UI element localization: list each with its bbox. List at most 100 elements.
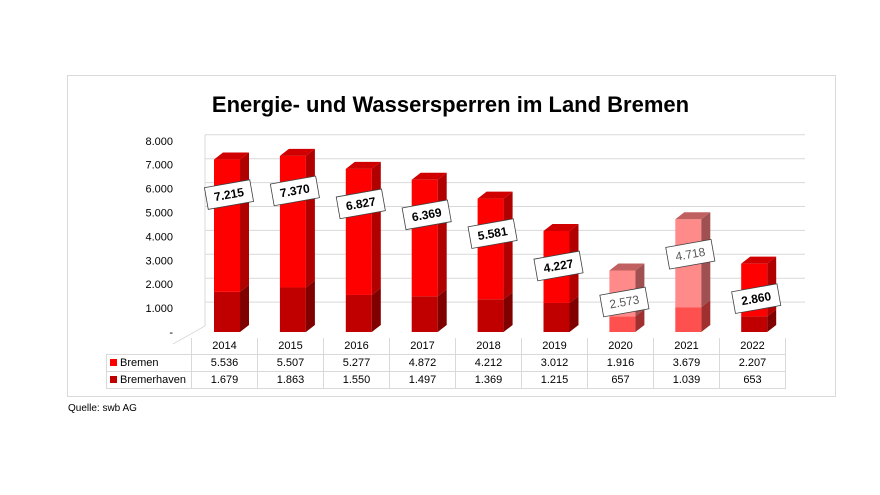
total-label: 7.215 — [203, 179, 255, 210]
total-label-box — [533, 250, 584, 282]
y-tick-label: 7.000 — [145, 160, 173, 172]
bar-bremen-front — [279, 155, 306, 288]
total-label: 6.369 — [401, 199, 452, 231]
bar-bremerhaven-side — [767, 309, 777, 332]
table-cell: 5.536 — [191, 354, 258, 372]
total-label-text: 4.718 — [674, 245, 706, 264]
bar-bremerhaven-front — [543, 302, 570, 332]
table-header-year: 2022 — [719, 338, 786, 355]
total-label-box — [665, 238, 716, 270]
table-cell: 1.679 — [191, 371, 258, 389]
y-tick-label: 4.000 — [145, 231, 173, 243]
bar-bremen-front — [477, 198, 504, 300]
total-label-text: 5.581 — [477, 224, 509, 243]
table-cell: 2.207 — [719, 354, 786, 372]
total-label-box — [467, 218, 518, 249]
bar-bremen-front — [411, 179, 438, 297]
bar-bremerhaven-side — [305, 280, 315, 332]
legend-label: Bremerhaven — [120, 374, 187, 386]
total-label-text: 2.573 — [608, 292, 640, 311]
table-cell: 5.507 — [257, 354, 324, 372]
bar-bremen-top — [741, 256, 777, 264]
total-label: 6.827 — [335, 188, 386, 220]
table-cell: 1.550 — [323, 371, 390, 389]
bar-bremen-front — [214, 159, 240, 292]
bar-bremen-top — [609, 263, 645, 271]
y-tick-label: - — [169, 327, 173, 339]
table-cell: 4.872 — [389, 354, 456, 372]
bar-bremerhaven-front — [411, 296, 438, 332]
bar-bremen-front — [345, 168, 372, 295]
total-label-box — [731, 283, 782, 314]
table-header-year: 2014 — [191, 338, 258, 355]
table-cell: 4.212 — [455, 354, 522, 372]
table-header-year: 2020 — [587, 338, 654, 355]
chart-title: Energie- und Wassersperren im Land Breme… — [211, 92, 690, 117]
table-cell: 1.916 — [587, 354, 654, 372]
total-label-box — [269, 175, 320, 207]
table-corner — [107, 338, 192, 355]
y-tick-label: 6.000 — [145, 184, 173, 196]
table-cell: 657 — [587, 371, 654, 389]
table-cell: 1.863 — [257, 371, 324, 389]
total-label-box — [599, 286, 650, 318]
bar-bremerhaven-side — [240, 284, 249, 332]
floor-edge — [172, 325, 206, 345]
bar-bremen-top — [214, 152, 249, 160]
total-label-text: 7.370 — [279, 181, 311, 200]
table-cell: 3.012 — [521, 354, 588, 372]
bar-bremerhaven-front — [214, 291, 240, 332]
bar-bremen-top — [477, 191, 513, 199]
table-cell: 5.277 — [323, 354, 390, 372]
legend-bremerhaven: Bremerhaven — [106, 371, 192, 389]
bar-bremerhaven-front — [477, 299, 504, 332]
bar-bremen-side — [305, 148, 315, 288]
data-table: 2014 2015 2016 2017 2018 2019 2020 2021 2022 Bre… — [106, 338, 786, 389]
total-label-text: 7.215 — [213, 185, 245, 204]
bar-bremen-side — [371, 161, 381, 295]
total-label: 2.860 — [731, 283, 782, 314]
total-label: 7.370 — [269, 175, 320, 207]
bar-bremerhaven-front — [741, 316, 768, 332]
total-label: 2.573 — [599, 286, 650, 318]
bar-bremen-top — [411, 172, 447, 180]
total-label-box — [401, 199, 452, 231]
bar-bremerhaven-side — [701, 300, 711, 332]
bar-bremen-top — [675, 212, 711, 220]
legend-label: Bremen — [120, 357, 159, 369]
bar-bremerhaven-side — [569, 295, 579, 332]
bar-bremen-top — [279, 148, 315, 156]
total-label-box — [203, 179, 255, 210]
bar-bremen-side — [503, 191, 513, 300]
table-header-year: 2019 — [521, 338, 588, 355]
total-label-text: 2.860 — [740, 289, 772, 308]
y-tick-label: 5.000 — [145, 208, 173, 220]
table-cell: 3.679 — [653, 354, 720, 372]
bar-bremerhaven-front — [345, 294, 372, 332]
table-cell: 653 — [719, 371, 786, 389]
bar-bremerhaven-front — [675, 307, 702, 332]
source-note: Quelle: swb AG — [68, 403, 137, 414]
bar-bremerhaven-side — [503, 292, 513, 332]
table-cell: 1.369 — [455, 371, 522, 389]
bar-bremerhaven-side — [371, 287, 381, 332]
bar-bremen-side — [437, 172, 447, 297]
total-label-box — [335, 188, 386, 220]
table-header-year: 2018 — [455, 338, 522, 355]
bar-bremerhaven-front — [609, 316, 636, 332]
y-tick-label: 8.000 — [145, 136, 173, 148]
bar-bremerhaven-side — [635, 309, 645, 332]
total-label-text: 6.827 — [345, 194, 377, 213]
chart-frame — [67, 75, 836, 397]
bar-bremen-side — [240, 152, 249, 292]
total-label: 4.718 — [665, 238, 716, 270]
y-tick-label: 3.000 — [145, 255, 173, 267]
table-header-year: 2016 — [323, 338, 390, 355]
y-tick-label: 1.000 — [145, 303, 173, 315]
total-label-text: 6.369 — [411, 205, 443, 224]
bar-bremen-top — [345, 161, 381, 169]
table-cell: 1.497 — [389, 371, 456, 389]
legend-swatch — [110, 359, 117, 366]
